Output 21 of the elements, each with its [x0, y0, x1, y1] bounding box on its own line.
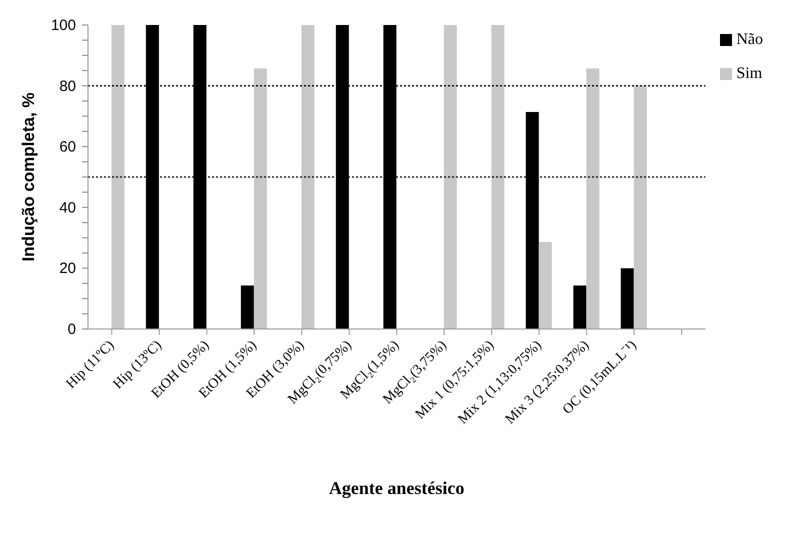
y-tick-label: 100 — [50, 17, 76, 34]
y-tick-label: 80 — [59, 78, 76, 95]
y-tick-label: 0 — [68, 321, 76, 338]
bar — [573, 286, 586, 329]
bar — [634, 86, 647, 329]
y-tick-label: 60 — [59, 138, 76, 156]
y-tick-label: 20 — [59, 260, 76, 278]
bar — [620, 268, 634, 329]
x-axis-title: Agente anestésico — [328, 478, 464, 498]
bar — [254, 68, 267, 329]
y-axis-title: Indução completa, % — [19, 92, 38, 262]
bar — [111, 25, 124, 329]
y-tick-label: 40 — [59, 199, 76, 216]
bar — [240, 286, 254, 329]
bar — [301, 25, 314, 329]
bar — [491, 25, 504, 329]
legend-label: Sim — [736, 65, 762, 82]
legend-label: Não — [736, 31, 763, 48]
bar — [586, 68, 600, 329]
bar — [538, 242, 552, 329]
bar — [444, 25, 457, 329]
